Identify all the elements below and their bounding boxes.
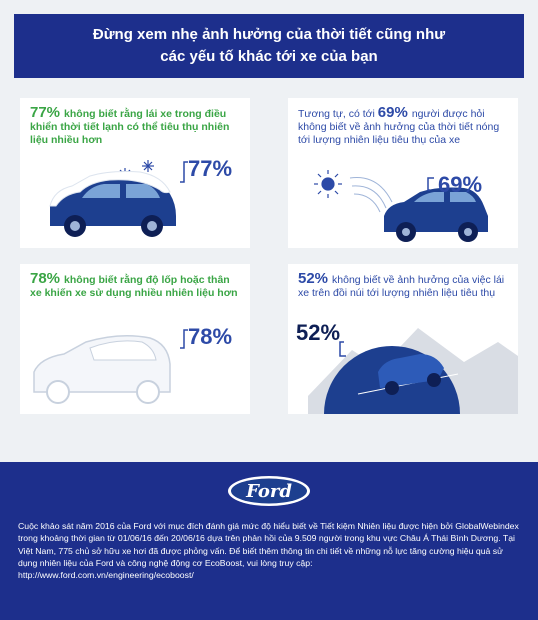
sun-icon — [314, 170, 342, 198]
mountain-car-illustration — [308, 328, 518, 414]
stat-headline: 69% — [377, 104, 408, 121]
stat-description: không biết rằng độ lốp hoặc thân xe khiế… — [30, 274, 238, 299]
stat-prefix: Tương tự, có tới — [298, 108, 375, 120]
ford-logo-icon: Ford — [228, 476, 310, 506]
stat-value: 69% — [438, 172, 483, 197]
card-cold-weather: 77% không biết rằng lái xe trong điều khi… — [20, 98, 250, 248]
stat-value: 77% — [188, 156, 233, 181]
card-text: 77% không biết rằng lái xe trong điều khi… — [30, 104, 240, 147]
title-line-1: Đừng xem nhẹ ảnh hưởng của thời tiết cũn… — [92, 26, 446, 43]
stat-headline: 77% — [30, 104, 61, 121]
sun-car-illustration — [314, 170, 488, 242]
header: Đừng xem nhẹ ảnh hưởng của thời tiết cũn… — [0, 0, 538, 88]
stat-headline: 52% — [298, 270, 329, 287]
car-outline-illustration — [33, 329, 188, 404]
stat-description: người được hỏi không biết về ảnh hưởng c… — [298, 108, 500, 146]
card-tires: 78% không biết rằng độ lốp hoặc thân xe k… — [20, 264, 250, 414]
title-line-2: các yếu tố khác tới xe của bạn — [160, 48, 378, 65]
card-text: Tương tự, có tới 69% người được hỏi không… — [298, 104, 508, 147]
curly-bracket — [180, 161, 188, 183]
ecoboost-link[interactable]: http://www.ford.com.vn/engineering/ecobo… — [18, 570, 194, 581]
stat-value: 78% — [188, 324, 233, 349]
survey-disclaimer: Cuộc khảo sát năm 2016 của Ford với mục … — [18, 520, 523, 581]
stat-description: không biết rằng lái xe trong điều khiển … — [30, 108, 230, 146]
stat-headline: 78% — [30, 270, 61, 287]
card-text: 52% không biết về ảnh hưởng của việc lái … — [298, 270, 508, 300]
disclaimer-text: Cuộc khảo sát năm 2016 của Ford với mục … — [18, 521, 519, 568]
card-text: 78% không biết rằng độ lốp hoặc thân xe k… — [30, 270, 240, 300]
card-hills: 52% không biết về ảnh hưởng của việc lái … — [288, 264, 518, 414]
stat-description: không biết về ảnh hưởng của việc lái xe … — [298, 274, 505, 299]
stat-value: 52% — [296, 320, 341, 345]
card-hot-weather: Tương tự, có tới 69% người được hỏi không… — [288, 98, 518, 248]
logo-text: Ford — [245, 481, 292, 502]
snow-car-illustration — [49, 160, 176, 237]
title-banner: Đừng xem nhẹ ảnh hưởng của thời tiết cũn… — [14, 14, 524, 78]
footer: Ford Cuộc khảo sát năm 2016 của Ford với… — [0, 462, 538, 620]
